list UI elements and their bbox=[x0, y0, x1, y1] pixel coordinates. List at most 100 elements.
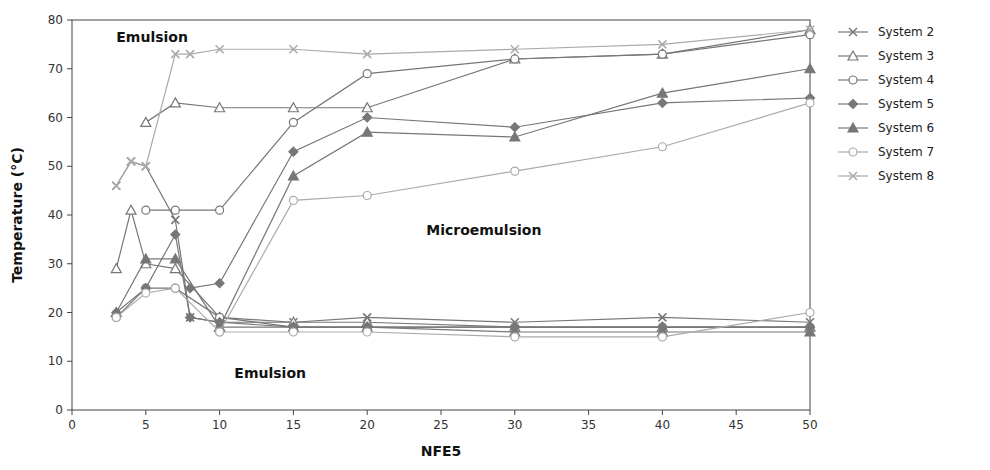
x-tick-label: 25 bbox=[433, 418, 448, 432]
point bbox=[170, 98, 180, 107]
point bbox=[510, 132, 520, 141]
legend-item: System 6 bbox=[838, 121, 934, 135]
point bbox=[657, 49, 667, 58]
point bbox=[289, 45, 297, 53]
point bbox=[289, 147, 298, 156]
point bbox=[112, 313, 120, 321]
y-tick-label: 20 bbox=[48, 306, 63, 320]
point bbox=[362, 103, 372, 112]
point bbox=[805, 327, 815, 336]
y-tick-label: 10 bbox=[48, 354, 63, 368]
series bbox=[112, 26, 814, 190]
series-line bbox=[116, 288, 810, 337]
point bbox=[141, 117, 151, 126]
point bbox=[142, 162, 150, 170]
point bbox=[112, 182, 120, 190]
point bbox=[171, 284, 179, 292]
point bbox=[216, 328, 224, 336]
point bbox=[658, 333, 666, 341]
legend-label: System 7 bbox=[878, 145, 934, 159]
point bbox=[288, 103, 298, 112]
point bbox=[142, 289, 150, 297]
point bbox=[171, 206, 179, 214]
x-tick bbox=[662, 410, 663, 415]
point bbox=[186, 284, 195, 293]
point bbox=[363, 192, 371, 200]
legend-swatch-marker bbox=[848, 51, 858, 60]
legend-item: System 7 bbox=[838, 145, 934, 159]
annotations: EmulsionEmulsionMicroemulsion bbox=[116, 29, 541, 381]
point bbox=[363, 50, 371, 58]
point bbox=[216, 328, 224, 336]
point bbox=[289, 196, 297, 204]
series-line bbox=[190, 98, 810, 288]
point bbox=[171, 216, 179, 224]
legend-item: System 4 bbox=[838, 73, 934, 87]
legend-item: System 3 bbox=[838, 49, 934, 63]
point bbox=[289, 118, 297, 126]
point bbox=[186, 313, 194, 321]
series-line bbox=[116, 259, 810, 332]
point bbox=[363, 70, 371, 78]
series bbox=[112, 157, 814, 326]
legend-swatch-marker bbox=[849, 28, 857, 36]
point bbox=[127, 157, 135, 165]
series-line bbox=[116, 30, 810, 186]
y-tick bbox=[67, 312, 72, 313]
y-tick-label: 50 bbox=[48, 159, 63, 173]
series-line bbox=[116, 210, 810, 327]
point bbox=[806, 309, 814, 317]
point bbox=[658, 313, 666, 321]
x-tick bbox=[293, 410, 294, 415]
series bbox=[142, 31, 814, 215]
series-line bbox=[220, 103, 810, 332]
legend-swatch-marker bbox=[849, 76, 857, 84]
x-tick-label: 50 bbox=[802, 418, 817, 432]
x-tick bbox=[72, 410, 73, 415]
series-line bbox=[146, 35, 810, 211]
x-tick-label: 0 bbox=[68, 418, 76, 432]
point bbox=[216, 45, 224, 53]
x-tick bbox=[145, 410, 146, 415]
point bbox=[215, 279, 224, 288]
point bbox=[171, 50, 179, 58]
legend-label: System 3 bbox=[878, 49, 934, 63]
series-line bbox=[146, 30, 810, 123]
y-tick-label: 0 bbox=[55, 403, 63, 417]
x-tick bbox=[736, 410, 737, 415]
point bbox=[658, 50, 666, 58]
y-tick bbox=[67, 215, 72, 216]
point bbox=[511, 55, 519, 63]
point bbox=[111, 264, 121, 273]
series bbox=[216, 99, 814, 336]
y-axis: 01020304050607080 bbox=[48, 13, 72, 417]
plot-frame bbox=[72, 20, 810, 410]
point bbox=[363, 113, 372, 122]
legend: System 2System 3System 4System 5System 6… bbox=[838, 25, 934, 183]
x-tick-label: 45 bbox=[729, 418, 744, 432]
point bbox=[511, 333, 519, 341]
y-tick-label: 80 bbox=[48, 13, 63, 27]
annotation: Emulsion bbox=[116, 29, 188, 45]
point bbox=[126, 205, 136, 214]
y-tick-label: 60 bbox=[48, 111, 63, 125]
point bbox=[510, 54, 520, 63]
point bbox=[806, 99, 814, 107]
x-axis: 05101520253035404550 bbox=[68, 410, 817, 432]
point bbox=[215, 103, 225, 112]
point bbox=[127, 157, 135, 165]
legend-label: System 8 bbox=[878, 169, 934, 183]
x-tick-label: 15 bbox=[286, 418, 301, 432]
legend-swatch-marker bbox=[849, 172, 857, 180]
x-tick-label: 10 bbox=[212, 418, 227, 432]
x-tick bbox=[441, 410, 442, 415]
point bbox=[142, 162, 150, 170]
series-line bbox=[116, 161, 810, 322]
point bbox=[657, 88, 667, 97]
y-tick bbox=[67, 20, 72, 21]
x-tick-label: 5 bbox=[142, 418, 150, 432]
y-tick bbox=[67, 410, 72, 411]
point bbox=[362, 127, 372, 136]
point bbox=[186, 313, 195, 322]
legend-swatch-marker bbox=[849, 100, 858, 109]
